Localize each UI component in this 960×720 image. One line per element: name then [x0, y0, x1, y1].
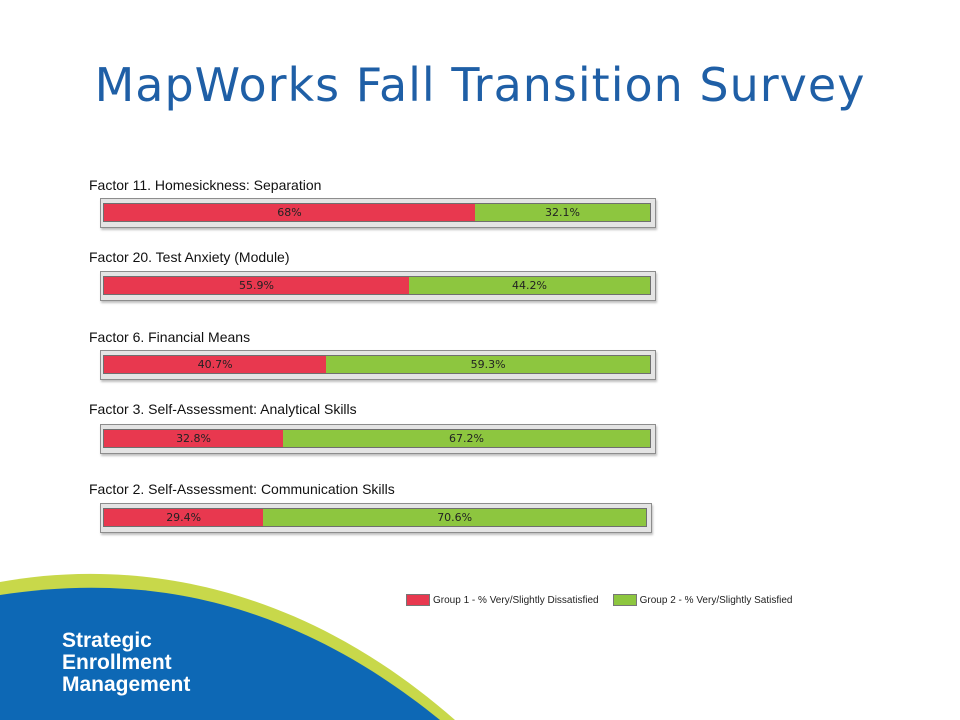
bar-value-label: 44.2% — [511, 279, 547, 292]
bar-value-label: 32.1% — [544, 206, 580, 219]
bar-track: 29.4% 70.6% — [103, 508, 647, 527]
legend-label-group1: Group 1 - % Very/Slightly Dissatisfied — [433, 594, 599, 606]
bar-segment-group2: 67.2% — [283, 430, 650, 447]
slide-title: MapWorks Fall Transition Survey — [94, 58, 866, 112]
bar-track: 32.8% 67.2% — [103, 429, 651, 448]
bar-segment-group2: 44.2% — [408, 277, 650, 294]
bar-frame: 55.9% 44.2% — [100, 271, 656, 301]
factor-label: Factor 11. Homesickness: Separation — [89, 177, 322, 193]
factor-label: Factor 6. Financial Means — [89, 329, 251, 345]
legend-item-group1: Group 1 - % Very/Slightly Dissatisfied — [406, 594, 599, 606]
bar-frame: 68% 32.1% — [100, 198, 656, 228]
factor-label: Factor 20. Test Anxiety (Module) — [89, 249, 290, 265]
factor-label: Factor 2. Self-Assessment: Communication… — [89, 481, 395, 497]
chart-legend: Group 1 - % Very/Slightly Dissatisfied G… — [406, 594, 804, 606]
brand-line-1: Strategic — [62, 629, 152, 652]
bar-value-label: 32.8% — [176, 432, 212, 445]
bar-frame: 40.7% 59.3% — [100, 350, 656, 380]
legend-swatch-group1 — [406, 594, 430, 606]
bar-value-label: 68% — [277, 206, 302, 219]
bar-track: 55.9% 44.2% — [103, 276, 651, 295]
bar-frame: 32.8% 67.2% — [100, 424, 656, 454]
legend-label-group2: Group 2 - % Very/Slightly Satisfied — [639, 594, 793, 606]
bar-segment-group1: 32.8% — [104, 430, 284, 447]
brand-line-3: Management — [62, 673, 191, 696]
bar-segment-group1: 29.4% — [104, 509, 264, 526]
factor-label: Factor 3. Self-Assessment: Analytical Sk… — [89, 401, 357, 417]
legend-swatch-group2 — [612, 594, 637, 606]
bar-value-label: 67.2% — [449, 432, 484, 445]
bar-value-label: 70.6% — [437, 511, 473, 524]
bar-track: 40.7% 59.3% — [103, 355, 651, 374]
bar-segment-group2: 70.6% — [263, 509, 646, 526]
bar-value-label: 59.3% — [470, 358, 506, 371]
bar-value-label: 40.7% — [197, 358, 233, 371]
brand-line-2: Enrollment — [62, 651, 172, 674]
bar-segment-group1: 40.7% — [104, 356, 327, 373]
brand-logo-text: Strategic Enrollment Management — [62, 630, 190, 696]
bar-segment-group1: 68% — [104, 204, 475, 221]
bar-value-label: 55.9% — [238, 279, 274, 292]
legend-item-group2: Group 2 - % Very/Slightly Satisfied — [612, 594, 793, 606]
bar-value-label: 29.4% — [166, 511, 202, 524]
bar-segment-group1: 55.9% — [104, 277, 409, 294]
bar-frame: 29.4% 70.6% — [100, 503, 652, 533]
bar-track: 68% 32.1% — [103, 203, 651, 222]
bar-segment-group2: 32.1% — [474, 204, 650, 221]
bar-segment-group2: 59.3% — [326, 356, 650, 373]
